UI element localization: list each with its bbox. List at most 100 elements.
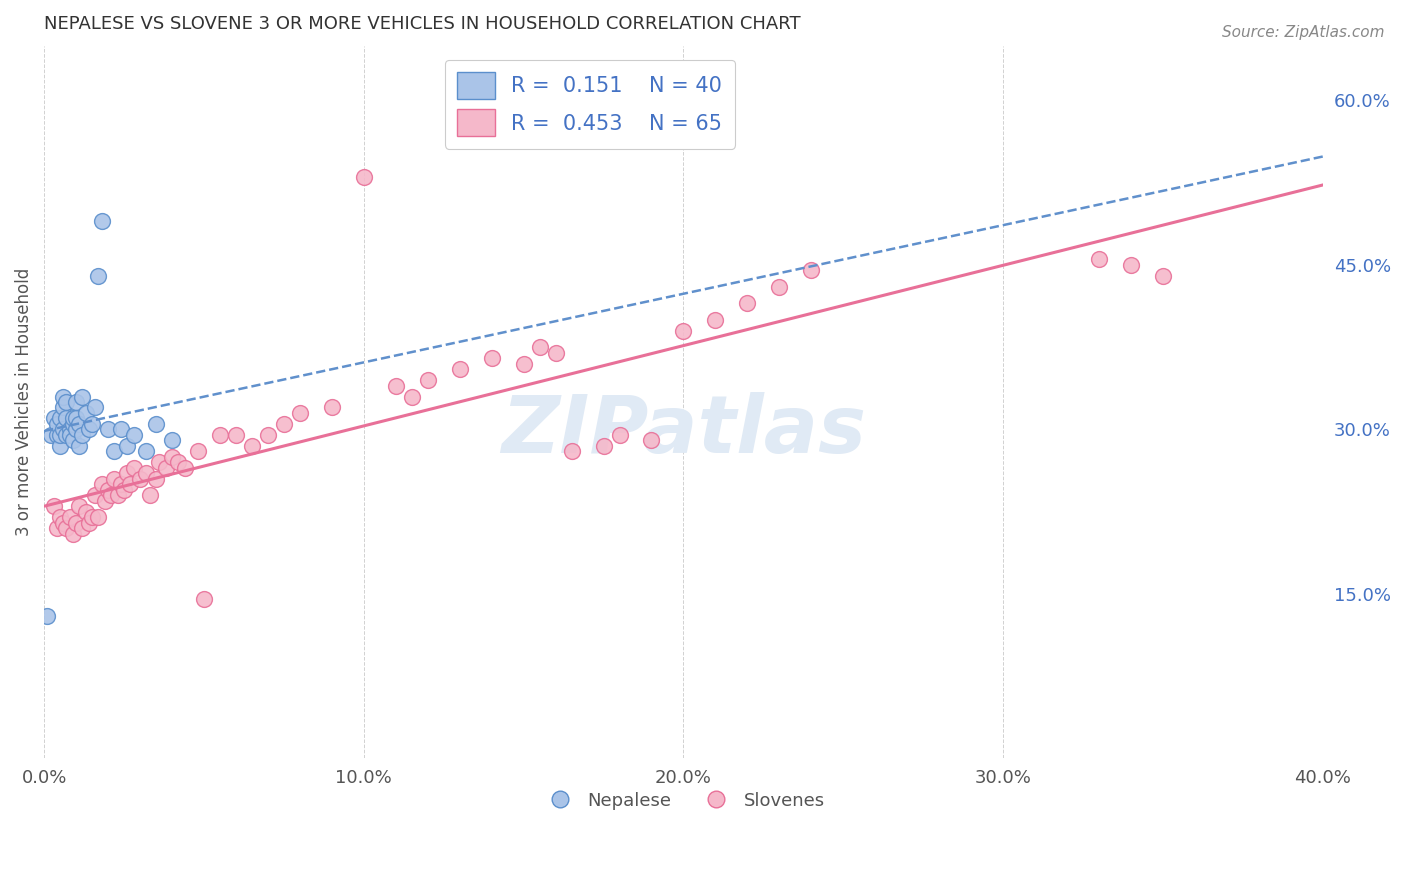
Point xyxy=(138,488,160,502)
Text: ZIPatlas: ZIPatlas xyxy=(501,392,866,469)
Point xyxy=(240,439,263,453)
Point xyxy=(148,455,170,469)
Point xyxy=(72,521,94,535)
Point xyxy=(45,428,67,442)
Point xyxy=(90,214,112,228)
Point xyxy=(609,428,631,442)
Point xyxy=(62,411,84,425)
Point xyxy=(42,499,65,513)
Point xyxy=(103,444,125,458)
Point xyxy=(640,434,662,448)
Point xyxy=(288,406,311,420)
Point xyxy=(52,516,75,530)
Point xyxy=(167,455,190,469)
Point xyxy=(592,439,614,453)
Point xyxy=(173,460,195,475)
Point xyxy=(42,411,65,425)
Point xyxy=(87,268,110,283)
Point xyxy=(120,477,142,491)
Point xyxy=(62,434,84,448)
Point xyxy=(77,516,100,530)
Point xyxy=(122,460,145,475)
Point xyxy=(257,428,280,442)
Point xyxy=(353,170,375,185)
Point xyxy=(115,467,138,481)
Point xyxy=(129,472,152,486)
Point xyxy=(52,390,75,404)
Point xyxy=(59,510,82,524)
Point xyxy=(529,340,551,354)
Point xyxy=(112,483,135,497)
Point xyxy=(135,467,157,481)
Point xyxy=(737,296,759,310)
Point xyxy=(87,510,110,524)
Y-axis label: 3 or more Vehicles in Household: 3 or more Vehicles in Household xyxy=(15,268,32,536)
Point xyxy=(45,417,67,431)
Point xyxy=(1088,252,1111,267)
Point xyxy=(55,395,77,409)
Point xyxy=(145,472,167,486)
Point xyxy=(115,439,138,453)
Point xyxy=(37,608,59,623)
Point xyxy=(208,428,231,442)
Point xyxy=(65,422,87,436)
Point xyxy=(62,526,84,541)
Point xyxy=(49,510,72,524)
Point xyxy=(512,357,534,371)
Text: Source: ZipAtlas.com: Source: ZipAtlas.com xyxy=(1222,25,1385,40)
Point xyxy=(160,450,183,464)
Point xyxy=(49,411,72,425)
Point xyxy=(45,521,67,535)
Point xyxy=(84,488,107,502)
Point xyxy=(97,422,120,436)
Point xyxy=(155,460,177,475)
Point xyxy=(193,592,215,607)
Point xyxy=(97,483,120,497)
Point xyxy=(225,428,247,442)
Point xyxy=(67,499,90,513)
Point xyxy=(67,439,90,453)
Point xyxy=(52,422,75,436)
Point xyxy=(107,488,129,502)
Point xyxy=(122,428,145,442)
Point xyxy=(100,488,122,502)
Point xyxy=(561,444,583,458)
Point xyxy=(55,428,77,442)
Point xyxy=(110,422,132,436)
Point xyxy=(59,422,82,436)
Point xyxy=(65,516,87,530)
Point xyxy=(52,401,75,415)
Point xyxy=(55,411,77,425)
Point xyxy=(704,312,727,326)
Point xyxy=(59,428,82,442)
Point xyxy=(135,444,157,458)
Point xyxy=(1152,268,1174,283)
Point xyxy=(160,434,183,448)
Text: NEPALESE VS SLOVENE 3 OR MORE VEHICLES IN HOUSEHOLD CORRELATION CHART: NEPALESE VS SLOVENE 3 OR MORE VEHICLES I… xyxy=(44,15,801,33)
Point xyxy=(72,428,94,442)
Point xyxy=(800,263,823,277)
Point xyxy=(481,351,503,366)
Point xyxy=(416,373,439,387)
Point xyxy=(75,505,97,519)
Point xyxy=(94,493,117,508)
Legend: Nepalese, Slovenes: Nepalese, Slovenes xyxy=(534,785,832,817)
Point xyxy=(49,428,72,442)
Point xyxy=(1119,258,1142,272)
Point xyxy=(84,401,107,415)
Point xyxy=(110,477,132,491)
Point xyxy=(80,510,103,524)
Point xyxy=(768,280,790,294)
Point xyxy=(321,401,343,415)
Point xyxy=(75,406,97,420)
Point xyxy=(39,428,62,442)
Point xyxy=(449,362,471,376)
Point xyxy=(55,521,77,535)
Point xyxy=(384,378,406,392)
Point xyxy=(544,345,567,359)
Point xyxy=(187,444,209,458)
Point xyxy=(65,395,87,409)
Point xyxy=(49,439,72,453)
Point xyxy=(90,477,112,491)
Point xyxy=(103,472,125,486)
